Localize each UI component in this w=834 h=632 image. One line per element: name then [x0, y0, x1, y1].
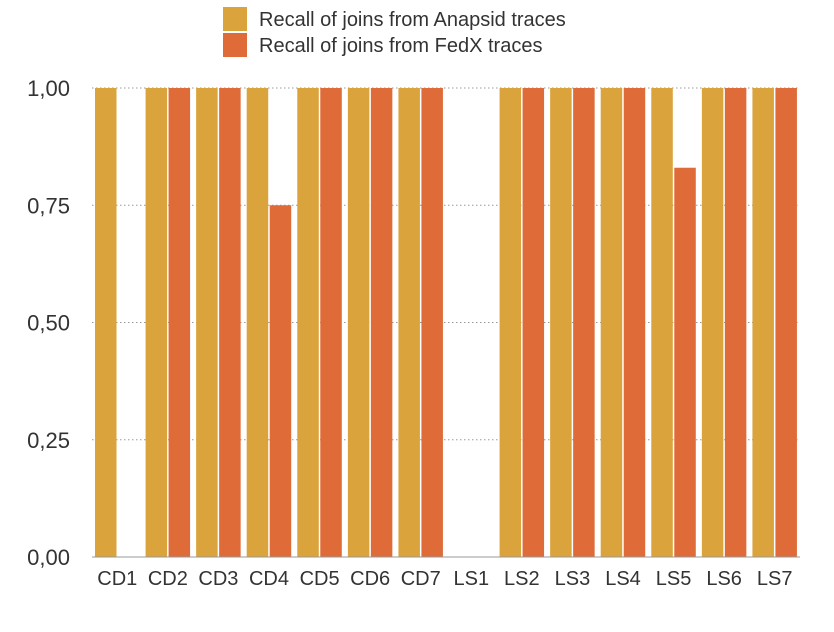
bar-fedx-ls2	[522, 88, 545, 557]
x-tick-label: CD7	[401, 568, 441, 590]
x-tick-label: CD2	[148, 568, 188, 590]
x-tick-label: LS2	[504, 568, 540, 590]
bar-anapsid-cd2	[145, 88, 168, 557]
bar-anapsid-cd5	[297, 88, 319, 557]
x-tick-label: CD6	[350, 568, 390, 590]
bar-fedx-cd4	[269, 205, 292, 557]
bar-anapsid-cd1	[95, 88, 117, 557]
bar-fedx-ls5	[674, 167, 696, 558]
bar-anapsid-cd6	[347, 88, 370, 557]
legend-label-anapsid: Recall of joins from Anapsid traces	[259, 9, 566, 31]
x-tick-label: CD4	[249, 568, 289, 590]
bar-fedx-cd6	[370, 88, 393, 557]
bar-fedx-ls3	[573, 88, 595, 557]
x-tick-label: LS3	[555, 568, 591, 590]
x-tick-label: CD1	[97, 568, 137, 590]
x-tick-label: LS4	[605, 568, 641, 590]
bar-anapsid-ls2	[499, 88, 522, 557]
x-tick-label: CD5	[300, 568, 340, 590]
y-tick-label: 0,50	[27, 311, 70, 336]
legend-swatch-fedx	[223, 33, 247, 57]
bar-anapsid-ls5	[651, 88, 673, 557]
legend-label-fedx: Recall of joins from FedX traces	[259, 35, 542, 57]
legend-swatch-anapsid	[223, 7, 247, 31]
x-tick-label: LS5	[656, 568, 692, 590]
bar-fedx-cd3	[219, 88, 241, 557]
bar-anapsid-cd3	[196, 88, 218, 557]
x-tick-label: CD3	[198, 568, 238, 590]
y-tick-label: 0,75	[27, 193, 70, 218]
y-tick-label: 0,00	[27, 545, 70, 570]
x-tick-label: LS6	[706, 568, 742, 590]
bar-fedx-ls4	[623, 88, 646, 557]
bar-anapsid-ls7	[752, 88, 774, 557]
y-tick-label: 0,25	[27, 428, 70, 453]
bar-fedx-cd2	[168, 88, 191, 557]
bar-fedx-cd7	[421, 88, 443, 557]
x-tick-label: LS7	[757, 568, 793, 590]
bar-fedx-cd5	[320, 88, 342, 557]
bar-anapsid-cd7	[398, 88, 420, 557]
x-tick-label: LS1	[453, 568, 489, 590]
bar-anapsid-cd4	[246, 88, 269, 557]
bar-fedx-ls6	[724, 88, 747, 557]
bar-anapsid-ls6	[701, 88, 724, 557]
bar-anapsid-ls4	[600, 88, 623, 557]
bar-anapsid-ls3	[550, 88, 572, 557]
bar-fedx-ls7	[775, 88, 797, 557]
y-tick-label: 1,00	[27, 76, 70, 101]
